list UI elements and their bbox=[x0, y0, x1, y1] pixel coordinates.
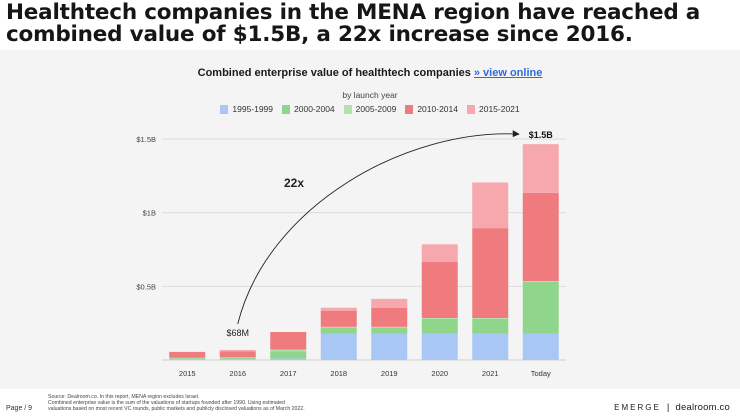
bar-segment bbox=[472, 318, 509, 334]
bar-segment bbox=[472, 228, 509, 319]
bar-segment bbox=[270, 332, 307, 350]
chart-title-text: Combined enterprise value of healthtech … bbox=[197, 67, 471, 79]
bar-segment bbox=[472, 182, 509, 229]
bar-segment bbox=[371, 327, 408, 334]
bar-segment bbox=[522, 192, 559, 282]
arrowhead bbox=[512, 130, 520, 138]
dealroom-logo: dealroom.co bbox=[675, 402, 730, 413]
bar-segment bbox=[219, 359, 256, 360]
source-line: Source: Dealroom.co. In this report, MEN… bbox=[48, 394, 200, 400]
bar-segment bbox=[219, 358, 256, 360]
x-tick-label: 2015 bbox=[179, 369, 196, 378]
page-number: Page / 9 bbox=[6, 405, 33, 412]
legend: 1995-1999 2000-2004 2005-2009 2010-2014 2015… bbox=[0, 104, 740, 114]
brand: EMERGE | dealroom.co bbox=[614, 402, 730, 413]
bar-segment bbox=[219, 357, 256, 359]
start-value-label: $68M bbox=[226, 328, 249, 338]
bar-segment bbox=[522, 281, 559, 282]
legend-label: 2000-2004 bbox=[294, 104, 335, 114]
legend-swatch bbox=[405, 104, 414, 114]
bar-segment bbox=[320, 333, 357, 360]
bar-segment bbox=[169, 358, 206, 360]
x-tick-label: 2016 bbox=[229, 369, 246, 378]
legend-label: 1995-1999 bbox=[232, 104, 274, 114]
x-tick-label: 2017 bbox=[280, 369, 297, 378]
bar-segment bbox=[522, 144, 559, 193]
bar-segment bbox=[270, 349, 307, 352]
bar-segment bbox=[421, 318, 458, 334]
legend-item: 1995-1999 bbox=[220, 104, 273, 114]
legend-item: 2005-2009 bbox=[343, 104, 397, 114]
legend-label: 2015-2021 bbox=[478, 104, 520, 114]
bar-segment bbox=[371, 326, 408, 328]
source-line: valuations based on most recent VC round… bbox=[48, 406, 305, 413]
bar-segment bbox=[421, 244, 458, 263]
bar-segment bbox=[169, 359, 206, 360]
legend-swatch bbox=[343, 104, 352, 114]
bar-segment bbox=[371, 307, 408, 327]
bar-segment bbox=[320, 327, 357, 334]
headline: Healthtech companies in the MENA region … bbox=[6, 0, 701, 47]
y-tick-label: $1.5B bbox=[136, 135, 156, 144]
legend-label: 2010-2014 bbox=[417, 104, 458, 114]
bar-segment bbox=[169, 357, 206, 359]
chart-title: Combined enterprise value of healthtech … bbox=[0, 67, 740, 79]
legend-item: 2000-2004 bbox=[282, 104, 335, 114]
bar-segment bbox=[169, 351, 206, 358]
bar-segment bbox=[320, 310, 357, 327]
legend-swatch bbox=[282, 104, 291, 114]
bar-segment bbox=[421, 318, 458, 319]
end-value-label: $1.5B bbox=[529, 130, 554, 140]
source-line: Combined enterprise value is the sum of … bbox=[48, 400, 286, 407]
bar-segment bbox=[320, 307, 357, 311]
emerge-logo: EMERGE bbox=[614, 403, 661, 412]
y-tick-label: $0.5B bbox=[136, 282, 156, 291]
legend-item: 2015-2021 bbox=[466, 104, 520, 114]
source-note: Source: Dealroom.co. In this report, MEN… bbox=[48, 394, 428, 413]
x-tick-label: 2020 bbox=[431, 369, 448, 378]
bar-segment bbox=[371, 298, 408, 308]
x-tick-label: 2019 bbox=[381, 369, 398, 378]
view-online-link[interactable]: » view online bbox=[473, 67, 543, 79]
x-tick-label: 2018 bbox=[330, 369, 347, 378]
legend-label: 2005-2009 bbox=[355, 104, 397, 114]
bar-segment bbox=[270, 358, 307, 360]
bar-segment bbox=[472, 318, 509, 319]
bar-segment bbox=[320, 326, 357, 328]
chart-panel bbox=[0, 50, 740, 389]
growth-arrow bbox=[237, 133, 519, 325]
legend-swatch bbox=[220, 104, 229, 114]
legend-item: 2010-2014 bbox=[405, 104, 458, 114]
y-tick-label: $1B bbox=[143, 209, 156, 218]
legend-swatch bbox=[466, 104, 475, 114]
brand-separator: | bbox=[666, 402, 670, 413]
bar-segment bbox=[270, 351, 307, 359]
chart-subtitle: by launch year bbox=[342, 90, 398, 100]
bar-segment bbox=[522, 281, 559, 334]
bar-segment bbox=[219, 351, 256, 358]
bar-segment bbox=[421, 333, 458, 360]
bar-segment bbox=[421, 262, 458, 319]
x-tick-label: Today bbox=[531, 369, 551, 378]
x-tick-label: 2021 bbox=[482, 369, 499, 378]
bar-segment bbox=[219, 349, 256, 352]
bar-segment bbox=[472, 333, 509, 360]
growth-label: 22x bbox=[284, 176, 304, 190]
bar-segment bbox=[371, 333, 408, 360]
bar-segment bbox=[522, 333, 559, 360]
